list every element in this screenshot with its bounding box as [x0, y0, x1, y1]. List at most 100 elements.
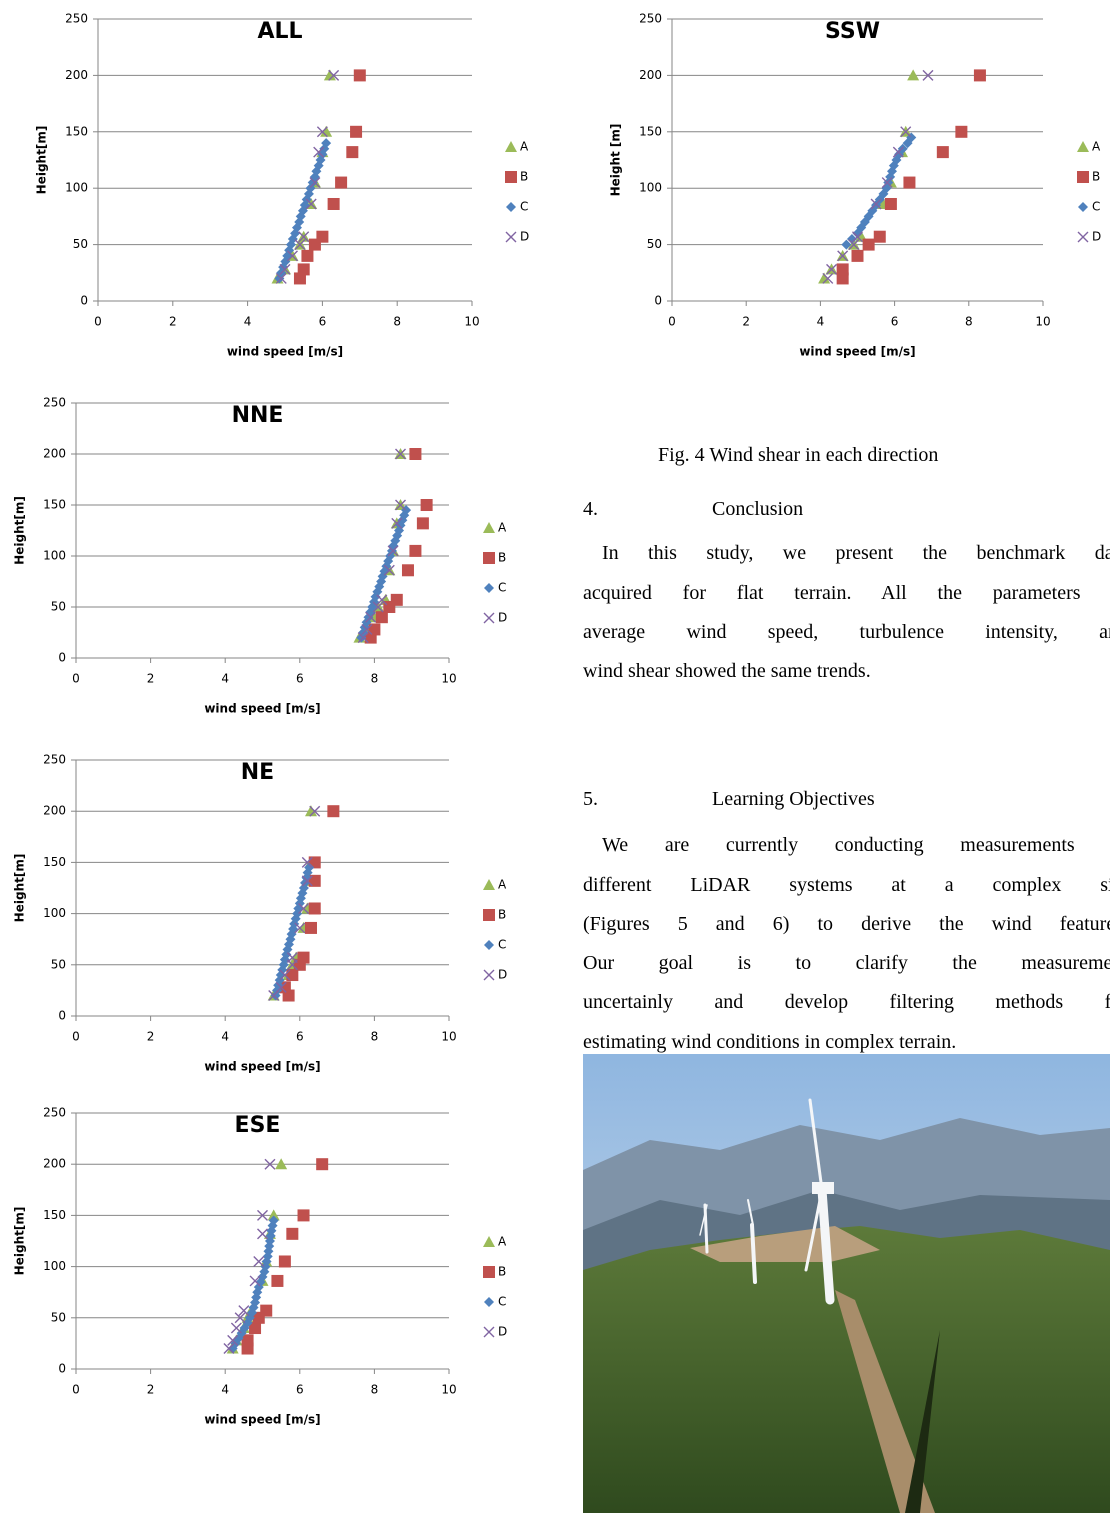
legend-label: D [520, 230, 529, 244]
legend-label: A [1092, 140, 1101, 154]
chart-title: NNE [232, 403, 284, 428]
legend-marker [484, 940, 494, 950]
y-tick-label: 150 [43, 498, 66, 512]
y-tick-label: 0 [80, 294, 88, 308]
x-tick-label: 8 [393, 315, 401, 329]
legend-label: B [498, 908, 506, 922]
text-line: estimating wind conditions in complex te… [583, 1023, 1110, 1062]
y-axis-label: Height[m] [13, 1207, 27, 1276]
marker-square [409, 448, 421, 460]
x-tick-label: 2 [147, 1383, 155, 1397]
figure: 0501001502002500246810ALLwind speed [m/s… [0, 0, 1110, 1513]
legend-label: A [498, 878, 507, 892]
section-number: 4. [583, 490, 712, 529]
y-axis-label: Height[m] [35, 126, 49, 195]
text-line: Our goal is to clarify the measurement [583, 944, 1110, 983]
y-tick-label: 250 [639, 12, 662, 26]
x-axis-label: wind speed [m/s] [799, 345, 915, 359]
y-axis-label: Height[m] [13, 496, 27, 565]
chart-title: NE [241, 760, 274, 785]
legend-marker [483, 552, 495, 564]
marker-square [286, 1228, 298, 1240]
legend-label: C [1092, 200, 1100, 214]
y-tick-label: 150 [639, 124, 662, 138]
marker-square [402, 564, 414, 576]
marker-square [309, 902, 321, 914]
y-tick-label: 100 [43, 1259, 66, 1273]
legend-label: D [498, 611, 507, 625]
y-tick-label: 50 [73, 237, 88, 251]
page: 0501001502002500246810ALLwind speed [m/s… [0, 0, 1110, 1513]
y-axis-label: Height[m] [13, 854, 27, 923]
marker-square [260, 1305, 272, 1317]
x-tick-label: 10 [441, 1030, 456, 1044]
marker-square [328, 198, 340, 210]
section: 5.Learning Objectives We are currently c… [583, 780, 1110, 1062]
marker-square [298, 952, 310, 964]
x-tick-label: 6 [296, 1383, 304, 1397]
legend-marker [484, 970, 494, 980]
x-tick-label: 4 [221, 1383, 229, 1397]
y-tick-label: 50 [647, 237, 662, 251]
marker-square [346, 146, 358, 158]
marker-square [305, 922, 317, 934]
y-tick-label: 0 [654, 294, 662, 308]
x-tick-label: 2 [147, 1030, 155, 1044]
y-tick-label: 150 [43, 855, 66, 869]
y-tick-label: 50 [51, 1310, 66, 1324]
legend-label: D [498, 1325, 507, 1339]
legend-marker [483, 522, 495, 533]
x-tick-label: 10 [1035, 315, 1050, 329]
y-tick-label: 250 [43, 753, 66, 767]
x-tick-label: 10 [441, 672, 456, 686]
marker-square [974, 69, 986, 81]
legend-marker [1078, 202, 1088, 212]
x-tick-label: 4 [244, 315, 252, 329]
x-tick-label: 0 [668, 315, 676, 329]
x-tick-label: 2 [742, 315, 750, 329]
y-tick-label: 150 [65, 124, 88, 138]
marker-square [279, 1255, 291, 1267]
y-tick-label: 100 [43, 549, 66, 563]
section-heading: 4.Conclusion [583, 490, 1110, 529]
x-tick-label: 10 [464, 315, 479, 329]
legend-marker [484, 583, 494, 593]
x-axis-label: wind speed [m/s] [204, 1413, 320, 1427]
legend-label: C [520, 200, 528, 214]
x-tick-label: 10 [441, 1383, 456, 1397]
legend-marker [483, 1266, 495, 1278]
marker-square [852, 250, 864, 262]
photo [583, 1054, 1110, 1513]
legend-label: B [498, 1265, 506, 1279]
legend-marker [505, 171, 517, 183]
legend-marker [483, 879, 495, 890]
y-tick-label: 0 [58, 651, 66, 665]
y-tick-label: 200 [43, 1157, 66, 1171]
legend-marker [506, 202, 516, 212]
turbine-nacelle [812, 1182, 834, 1194]
marker-x [258, 1229, 268, 1239]
y-tick-label: 50 [51, 600, 66, 614]
marker-square [937, 146, 949, 158]
x-tick-label: 6 [296, 672, 304, 686]
section-heading: 5.Learning Objectives [583, 780, 1110, 819]
section: 4.Conclusion In this study, we present t… [583, 490, 1110, 691]
y-axis-label: Height [m] [609, 124, 623, 197]
x-tick-label: 0 [72, 672, 80, 686]
text-line: In this study, we present the benchmark … [583, 534, 1110, 573]
y-tick-label: 200 [639, 68, 662, 82]
y-tick-label: 250 [43, 396, 66, 410]
marker-square [298, 1209, 310, 1221]
marker-square [298, 263, 310, 275]
y-tick-label: 50 [51, 957, 66, 971]
legend-marker [1077, 141, 1089, 152]
marker-square [316, 1158, 328, 1170]
y-tick-label: 200 [65, 68, 88, 82]
legend-label: C [498, 938, 506, 952]
legend-label: D [1092, 230, 1101, 244]
marker-square [955, 126, 967, 138]
x-tick-label: 0 [72, 1030, 80, 1044]
legend-label: D [498, 968, 507, 982]
